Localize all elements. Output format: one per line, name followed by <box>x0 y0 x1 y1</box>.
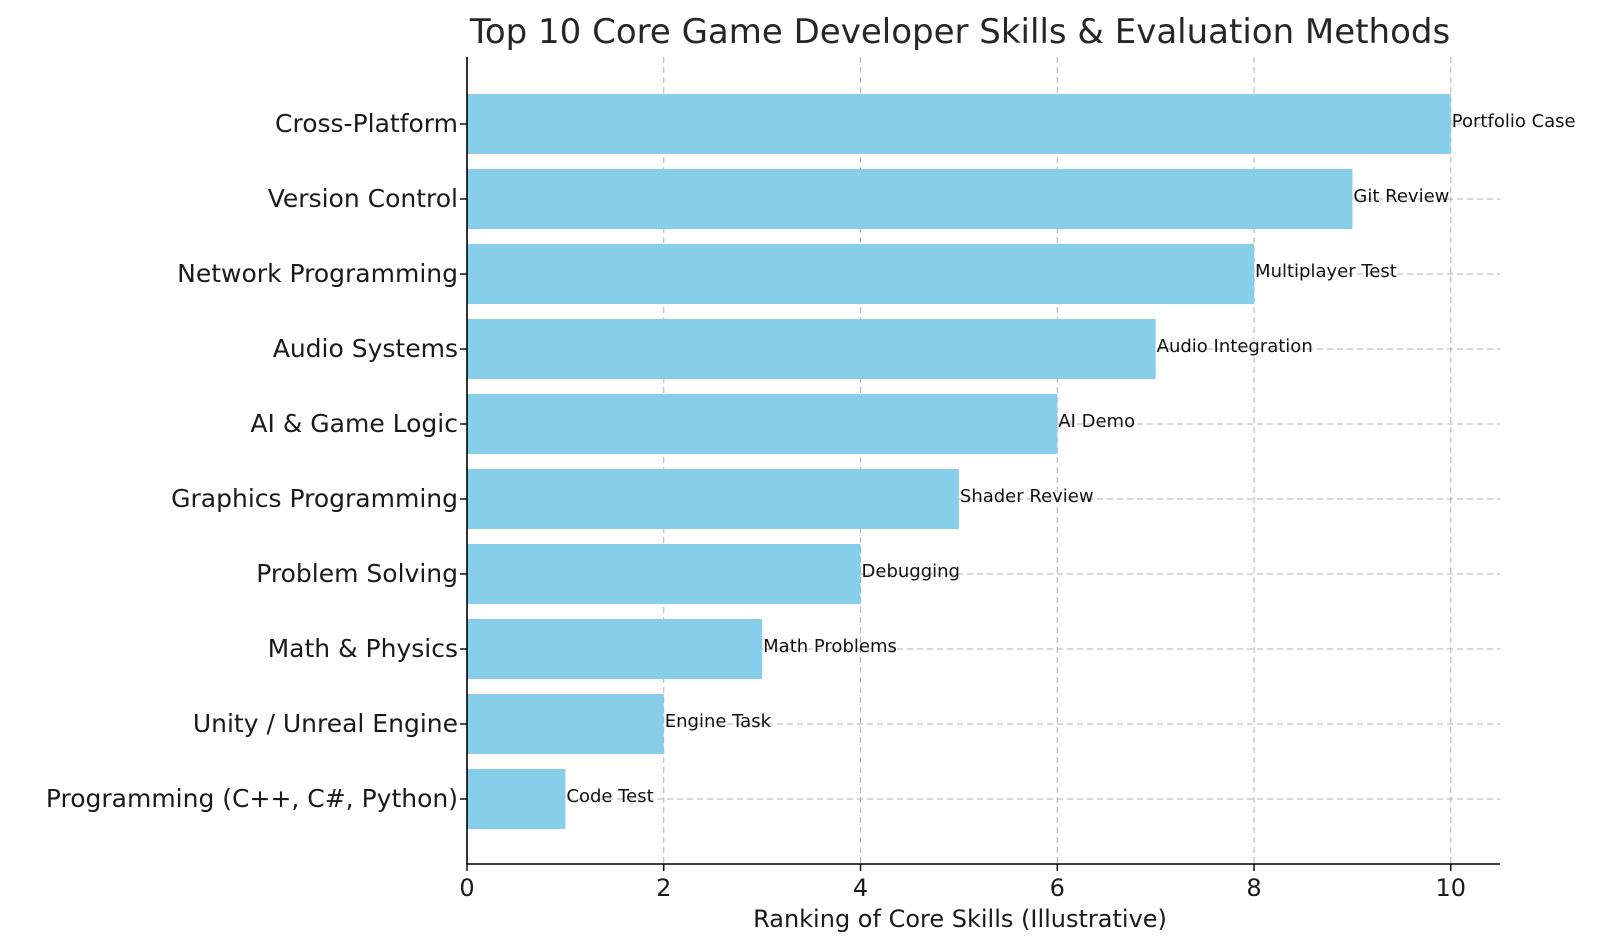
bar <box>467 544 861 604</box>
y-tick-label: Version Control <box>268 184 458 213</box>
bar <box>467 694 664 754</box>
bars <box>467 94 1451 829</box>
bar <box>467 469 959 529</box>
data-label: Portfolio Case <box>1452 111 1576 132</box>
y-tick-label: Cross-Platform <box>275 109 458 138</box>
y-tick-label: Network Programming <box>177 259 458 288</box>
bar <box>467 394 1058 454</box>
bar <box>467 769 566 829</box>
bar <box>467 244 1255 304</box>
data-label: Code Test <box>566 786 653 807</box>
x-tick-label: 10 <box>1436 874 1467 902</box>
data-labels: Code Test Engine Task Math Problems Debuggi… <box>566 111 1575 807</box>
bar <box>467 319 1156 379</box>
y-tick-label: Problem Solving <box>256 559 458 588</box>
data-label: Shader Review <box>960 486 1094 507</box>
data-label: Git Review <box>1353 186 1449 207</box>
y-axis-ticks: Programming (C++, C#, Python) Unity / Unr… <box>46 109 467 813</box>
x-tick-label: 2 <box>656 874 671 902</box>
data-label: AI Demo <box>1058 411 1135 432</box>
x-tick-label: 0 <box>459 874 474 902</box>
x-tick-label: 6 <box>1050 874 1065 902</box>
y-tick-label: AI & Game Logic <box>250 409 458 438</box>
x-tick-label: 8 <box>1246 874 1261 902</box>
x-tick-label: 4 <box>853 874 868 902</box>
data-label: Math Problems <box>763 636 897 657</box>
data-label: Multiplayer Test <box>1255 261 1397 282</box>
y-tick-label: Unity / Unreal Engine <box>193 709 458 738</box>
bar <box>467 619 763 679</box>
y-tick-label: Programming (C++, C#, Python) <box>46 784 458 813</box>
data-label: Debugging <box>862 561 960 582</box>
y-tick-label: Audio Systems <box>273 334 458 363</box>
data-label: Audio Integration <box>1157 336 1313 357</box>
bar <box>467 169 1353 229</box>
data-label: Engine Task <box>665 711 772 732</box>
chart-title: Top 10 Core Game Developer Skills & Eval… <box>469 12 1450 52</box>
x-axis-ticks: 0 2 4 6 8 10 <box>459 864 1466 902</box>
x-axis-label: Ranking of Core Skills (Illustrative) <box>753 905 1167 933</box>
y-tick-label: Graphics Programming <box>171 484 458 513</box>
y-tick-label: Math & Physics <box>268 634 458 663</box>
bar <box>467 94 1451 154</box>
